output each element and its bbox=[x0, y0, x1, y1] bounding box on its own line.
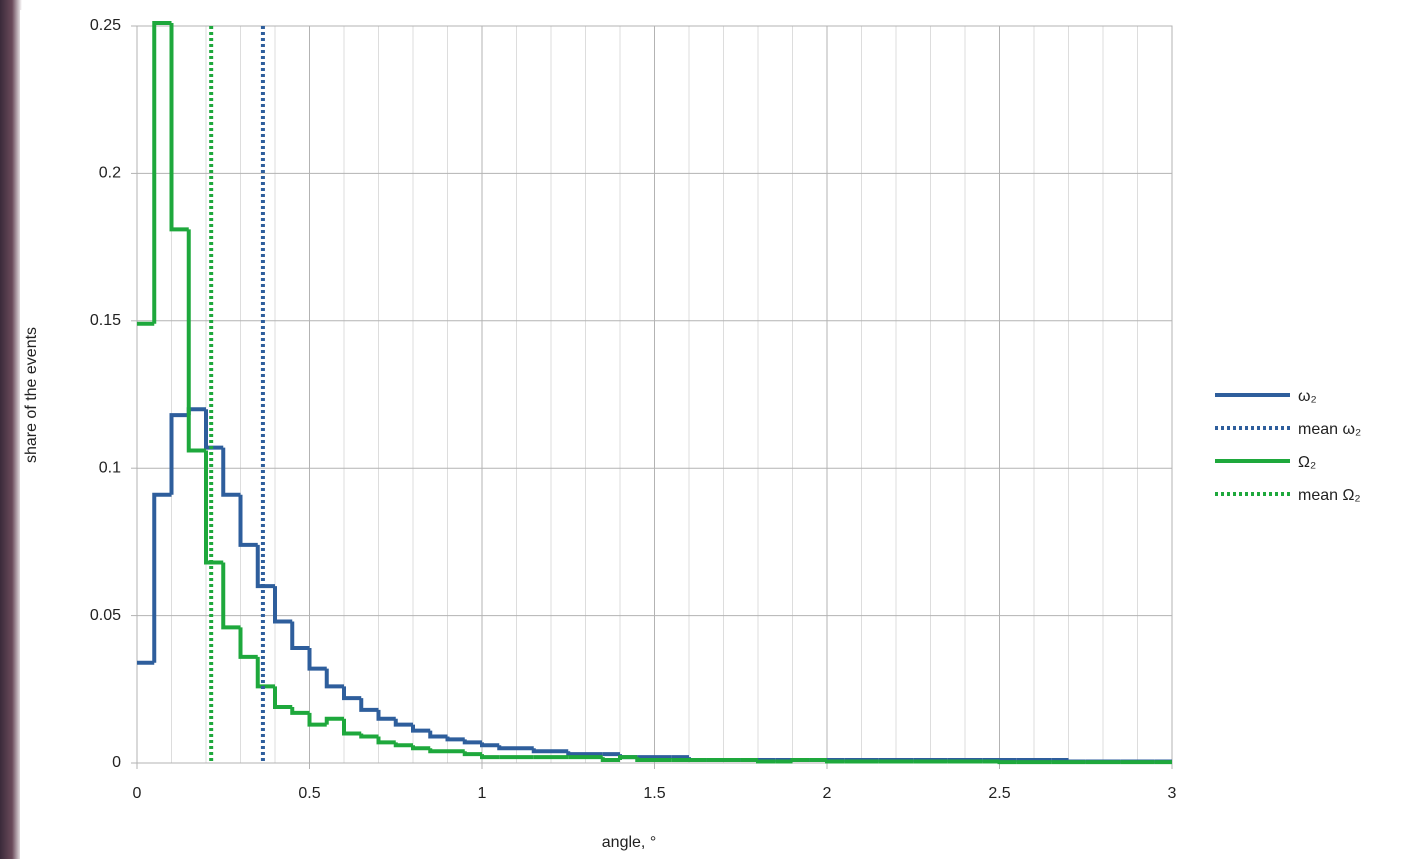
histogram-step bbox=[793, 760, 810, 761]
x-tick-label: 1.5 bbox=[643, 785, 665, 802]
histogram-step bbox=[758, 760, 775, 761]
legend-label: ω₂ bbox=[1298, 388, 1317, 405]
y-tick-label: 0.2 bbox=[99, 165, 121, 182]
chart: angle, ° share of the events 0 0.5 1 1.5 2 2.… bbox=[0, 0, 1420, 859]
legend-label: Ω₂ bbox=[1298, 454, 1316, 471]
y-tick-label: 0 bbox=[112, 754, 121, 771]
x-tick-label: 3 bbox=[1168, 785, 1177, 802]
y-tick-label: 0.1 bbox=[99, 459, 121, 476]
x-tick-label: 2.5 bbox=[988, 785, 1010, 802]
histogram-step bbox=[1000, 762, 1017, 763]
x-tick-label: 0 bbox=[133, 785, 142, 802]
x-axis-title: angle, ° bbox=[602, 834, 656, 851]
x-tick-label: 0.5 bbox=[298, 785, 320, 802]
legend-label: mean Ω₂ bbox=[1298, 487, 1361, 504]
y-tick-label: 0.05 bbox=[90, 607, 121, 624]
x-tick-label: 2 bbox=[823, 785, 832, 802]
y-tick-label: 0.25 bbox=[90, 17, 121, 34]
y-axis-title: share of the events bbox=[23, 327, 40, 463]
legend-label: mean ω₂ bbox=[1298, 421, 1361, 438]
histogram-step bbox=[827, 760, 844, 761]
y-tick-label: 0.15 bbox=[90, 312, 121, 329]
x-tick-label: 1 bbox=[478, 785, 487, 802]
